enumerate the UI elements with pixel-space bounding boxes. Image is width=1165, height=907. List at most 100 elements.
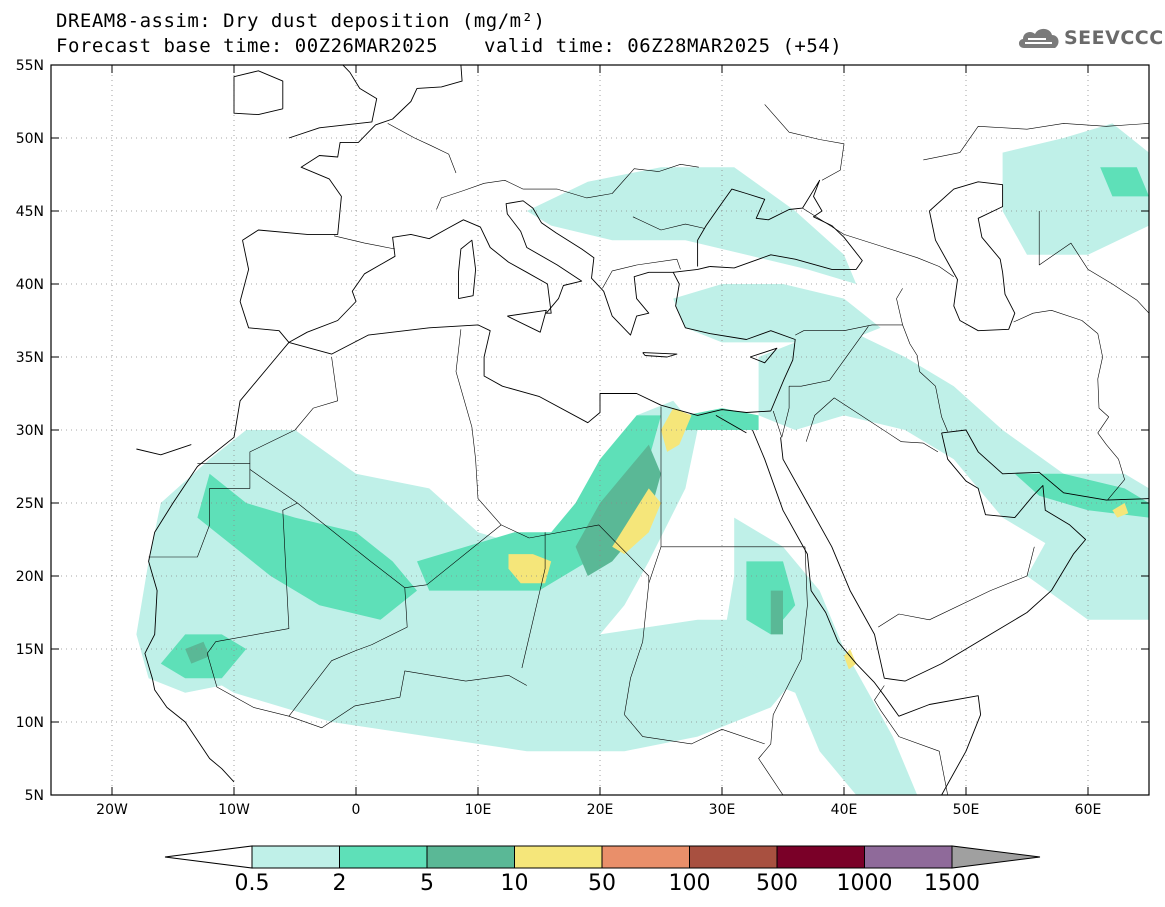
- coastline-iberia: [239, 200, 674, 343]
- lat-tick-label: 30N: [16, 423, 44, 439]
- coastlines-and-borders: [136, 65, 1149, 795]
- lon-tick-label: 40E: [831, 802, 858, 818]
- dust-area-sudan-redsea: [722, 517, 918, 795]
- colorbar-swatch: [426, 845, 515, 869]
- colorbar-swatch: [689, 845, 778, 869]
- dust-area-libya-plume: [575, 444, 661, 576]
- dust-area-turkey: [673, 284, 881, 343]
- colorbar-label: 1000: [837, 871, 893, 896]
- colorbar-label: 50: [588, 871, 616, 896]
- colorbar-label: 0.5: [235, 871, 270, 896]
- lat-tick-label: 10N: [16, 715, 44, 731]
- coastline-ireland: [233, 70, 284, 116]
- coastline-sardinia-corsica: [458, 239, 477, 300]
- border-danube: [632, 216, 705, 231]
- lon-tick-label: 60E: [1075, 802, 1102, 818]
- dust-area-eritrea-peak: [844, 649, 857, 670]
- border-morocco-algeria: [249, 356, 338, 464]
- colorbar-swatch: [251, 845, 340, 869]
- colorbar-label: 10: [501, 871, 529, 896]
- border-france-germany: [387, 123, 457, 174]
- dust-area-sahel: [185, 619, 808, 752]
- forecast-base-time: Forecast base time: 00Z26MAR2025: [56, 35, 439, 57]
- lon-tick-label: 0: [352, 802, 361, 818]
- coastline-africa-north: [288, 324, 771, 424]
- colorbar-label: 500: [756, 871, 798, 896]
- border-east-africa-lakes: [624, 714, 765, 745]
- coastline-cyprus: [749, 347, 778, 364]
- border-syria-turkey: [795, 288, 903, 336]
- lat-tick-label: 5N: [25, 788, 44, 804]
- dust-area-mauritania-mali: [197, 473, 417, 620]
- dust-area-bodele-peak: [508, 554, 552, 584]
- border-algeria-mali-niger: [297, 502, 530, 588]
- border-horn: [874, 685, 948, 795]
- coastline-biscay: [242, 65, 463, 241]
- colorbar-swatch: [339, 845, 428, 869]
- coastline-levant: [672, 266, 796, 412]
- border-niger-chad: [521, 532, 546, 669]
- lat-tick-label: 40N: [16, 277, 44, 293]
- coastline-sicily: [507, 309, 547, 333]
- dust-area-niger-chad: [417, 415, 661, 591]
- coastline-caspian: [928, 181, 1016, 332]
- coastline-britain: [288, 65, 378, 139]
- dust-area-west-africa: [136, 400, 698, 693]
- dust-deposition-layer: [136, 123, 1149, 795]
- border-yemen-saudi-oman: [878, 546, 1035, 628]
- border-western-sahara: [148, 463, 251, 558]
- dust-area-middle-east: [758, 327, 1149, 591]
- colorbar-label: 5: [420, 871, 434, 896]
- border-ukraine-russia: [764, 104, 845, 181]
- border-iran-afghanistan: [1097, 333, 1125, 501]
- border-alps: [436, 180, 524, 210]
- coastline-iran: [941, 429, 1149, 501]
- coastline-red-sea-east-lake: [715, 415, 747, 434]
- border-saudi-north: [805, 397, 939, 453]
- dust-area-senegal-core: [185, 641, 210, 664]
- border-uzbekistan: [1038, 211, 1149, 314]
- coastline-black-sea: [697, 179, 863, 270]
- border-sahel-south: [206, 653, 527, 729]
- border-sudan-eritrea-ethiopia: [758, 546, 808, 795]
- valid-time: valid time: 06Z28MAR2025 (+54): [484, 35, 843, 57]
- lat-tick-label: 50N: [16, 131, 44, 147]
- lat-tick-label: 25N: [16, 496, 44, 512]
- lat-tick-label: 15N: [16, 642, 44, 658]
- dust-area-libya-peak: [612, 488, 661, 555]
- lon-tick-label: 30E: [709, 802, 736, 818]
- coastline-canaries: [136, 444, 192, 456]
- colorbar-under-triangle: [164, 845, 253, 869]
- logo-text: SEEVCCC: [1064, 27, 1164, 49]
- dust-area-arabian-sea: [1027, 517, 1149, 620]
- border-chad-sudan: [624, 583, 650, 715]
- lon-tick-label: 20W: [96, 802, 128, 818]
- lon-tick-label: 10W: [218, 802, 250, 818]
- dust-area-iran-peak: [1112, 503, 1129, 518]
- border-europe-mid: [333, 235, 396, 250]
- colorbar-swatch: [514, 845, 603, 869]
- lat-tick-label: 35N: [16, 350, 44, 366]
- colorbar: 0.5 2 5 10 50 100 500 1000 1500: [164, 845, 1041, 896]
- map-title: DREAM8-assim: Dry dust deposition (mg/m²…: [56, 10, 546, 32]
- colorbar-swatch: [864, 845, 953, 869]
- colorbar-label: 1500: [924, 871, 980, 896]
- border-balkans: [523, 164, 699, 199]
- lat-tick-label: 20N: [16, 569, 44, 585]
- border-caucasus: [802, 207, 954, 277]
- border-iraq-iran: [902, 324, 948, 432]
- lon-tick-label: 20E: [587, 802, 614, 818]
- colorbar-label: 100: [669, 871, 711, 896]
- border-kazakhstan: [923, 123, 1149, 161]
- coastline-crete: [642, 352, 678, 358]
- border-libya-chad-sudan: [529, 524, 662, 584]
- border-mali-niger-burkina: [288, 587, 408, 717]
- dust-area-caspian-east: [1100, 167, 1149, 197]
- axis-ticks: 20W 10W 0 10E 20E 30E 40E 50E 60E 55N 50N 45N 40N 35N…: [16, 58, 1149, 818]
- border-egypt-israel-jordan: [772, 326, 869, 438]
- border-mauritania-mali: [206, 469, 298, 654]
- border-algeria-tunisia-libya: [455, 329, 502, 526]
- colorbar-swatch: [601, 845, 690, 869]
- lon-tick-label: 50E: [953, 802, 980, 818]
